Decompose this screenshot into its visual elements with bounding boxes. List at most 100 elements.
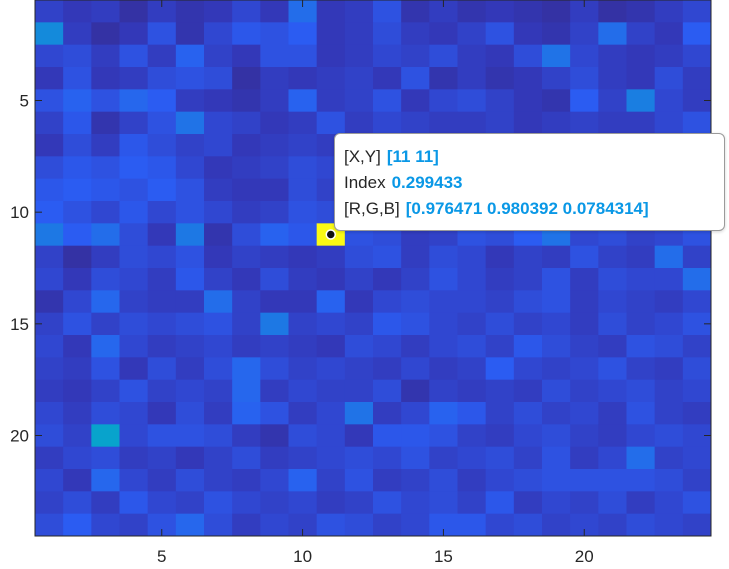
heatmap-cell[interactable] — [570, 0, 599, 23]
heatmap-cell[interactable] — [119, 491, 149, 515]
heatmap-cell[interactable] — [457, 491, 487, 515]
heatmap-cell[interactable] — [63, 111, 92, 135]
heatmap-cell[interactable] — [147, 134, 177, 157]
heatmap-cell[interactable] — [457, 335, 487, 358]
heatmap-cell[interactable] — [175, 67, 205, 90]
heatmap-cell[interactable] — [260, 469, 289, 492]
heatmap-cell[interactable] — [35, 402, 64, 425]
heatmap-cell[interactable] — [288, 223, 318, 247]
heatmap-cell[interactable] — [513, 268, 543, 291]
heatmap-cell[interactable] — [570, 312, 599, 336]
heatmap-cell[interactable] — [373, 268, 402, 291]
heatmap-cell[interactable] — [485, 513, 515, 537]
heatmap-cell[interactable] — [513, 0, 543, 23]
heatmap-cell[interactable] — [429, 245, 458, 269]
heatmap-cell[interactable] — [35, 156, 64, 180]
heatmap-cell[interactable] — [654, 268, 684, 291]
heatmap-cell[interactable] — [682, 0, 712, 23]
heatmap-cell[interactable] — [316, 111, 346, 135]
heatmap-cell[interactable] — [626, 335, 656, 358]
heatmap-cell[interactable] — [542, 402, 571, 425]
heatmap-cell[interactable] — [260, 0, 289, 23]
heatmap-cell[interactable] — [232, 156, 261, 180]
heatmap-cell[interactable] — [204, 134, 233, 157]
heatmap-cell[interactable] — [63, 156, 92, 180]
heatmap-cell[interactable] — [260, 111, 289, 135]
heatmap-cell[interactable] — [682, 379, 712, 403]
heatmap-cell[interactable] — [63, 357, 92, 381]
heatmap-cell[interactable] — [260, 245, 289, 269]
heatmap-cell[interactable] — [204, 245, 233, 269]
heatmap-cell[interactable] — [232, 44, 261, 68]
heatmap-cell[interactable] — [401, 335, 430, 358]
heatmap-cell[interactable] — [598, 513, 627, 537]
heatmap-cell[interactable] — [260, 402, 289, 425]
heatmap-cell[interactable] — [682, 22, 712, 46]
heatmap-cell[interactable] — [91, 446, 120, 470]
heatmap-cell[interactable] — [35, 89, 64, 113]
heatmap-cell[interactable] — [119, 44, 149, 68]
heatmap-cell[interactable] — [147, 290, 177, 314]
heatmap-cell[interactable] — [626, 67, 656, 90]
heatmap-cell[interactable] — [513, 111, 543, 135]
heatmap-cell[interactable] — [626, 446, 656, 470]
heatmap-cell[interactable] — [204, 0, 233, 23]
heatmap-cell[interactable] — [457, 0, 487, 23]
heatmap-cell[interactable] — [175, 245, 205, 269]
heatmap-cell[interactable] — [91, 223, 120, 247]
heatmap-cell[interactable] — [682, 513, 712, 537]
heatmap-cell[interactable] — [91, 491, 120, 515]
heatmap-cell[interactable] — [542, 268, 571, 291]
heatmap-cell[interactable] — [147, 402, 177, 425]
heatmap-cell[interactable] — [119, 379, 149, 403]
heatmap-cell[interactable] — [513, 312, 543, 336]
heatmap-cell[interactable] — [654, 312, 684, 336]
heatmap-cell[interactable] — [147, 335, 177, 358]
heatmap-cell[interactable] — [373, 67, 402, 90]
heatmap-cell[interactable] — [457, 44, 487, 68]
heatmap-cell[interactable] — [344, 245, 374, 269]
heatmap-cell[interactable] — [260, 22, 289, 46]
heatmap-cell[interactable] — [175, 312, 205, 336]
heatmap-cell[interactable] — [119, 513, 149, 537]
heatmap-cell[interactable] — [542, 335, 571, 358]
heatmap-cell[interactable] — [373, 379, 402, 403]
heatmap-cell[interactable] — [457, 290, 487, 314]
heatmap-cell[interactable] — [598, 111, 627, 135]
heatmap-cell[interactable] — [232, 0, 261, 23]
heatmap-cell[interactable] — [344, 424, 374, 448]
heatmap-cell[interactable] — [91, 111, 120, 135]
heatmap-cell[interactable] — [35, 424, 64, 448]
heatmap-cell[interactable] — [175, 156, 205, 180]
heatmap-cell[interactable] — [654, 424, 684, 448]
heatmap-cell[interactable] — [147, 424, 177, 448]
heatmap-cell[interactable] — [204, 268, 233, 291]
heatmap-cell[interactable] — [316, 424, 346, 448]
heatmap-cell[interactable] — [260, 335, 289, 358]
heatmap-cell[interactable] — [513, 67, 543, 90]
heatmap-cell[interactable] — [598, 89, 627, 113]
heatmap-cell[interactable] — [682, 268, 712, 291]
heatmap-cell[interactable] — [63, 134, 92, 157]
heatmap-cell[interactable] — [401, 491, 430, 515]
heatmap-cell[interactable] — [204, 469, 233, 492]
heatmap-cell[interactable] — [147, 67, 177, 90]
heatmap-cell[interactable] — [119, 111, 149, 135]
heatmap-cell[interactable] — [147, 22, 177, 46]
heatmap-cell[interactable] — [513, 446, 543, 470]
heatmap-cell[interactable] — [260, 223, 289, 247]
heatmap-cell[interactable] — [513, 22, 543, 46]
heatmap-cell[interactable] — [288, 335, 318, 358]
heatmap-cell[interactable] — [119, 223, 149, 247]
heatmap-cell[interactable] — [542, 111, 571, 135]
heatmap-cell[interactable] — [513, 469, 543, 492]
heatmap-cell[interactable] — [513, 424, 543, 448]
heatmap-cell[interactable] — [485, 335, 515, 358]
heatmap-cell[interactable] — [485, 22, 515, 46]
heatmap-cell[interactable] — [598, 0, 627, 23]
heatmap-cell[interactable] — [344, 22, 374, 46]
heatmap-cell[interactable] — [373, 335, 402, 358]
heatmap-cell[interactable] — [91, 245, 120, 269]
heatmap-cell[interactable] — [35, 446, 64, 470]
heatmap-cell[interactable] — [682, 446, 712, 470]
